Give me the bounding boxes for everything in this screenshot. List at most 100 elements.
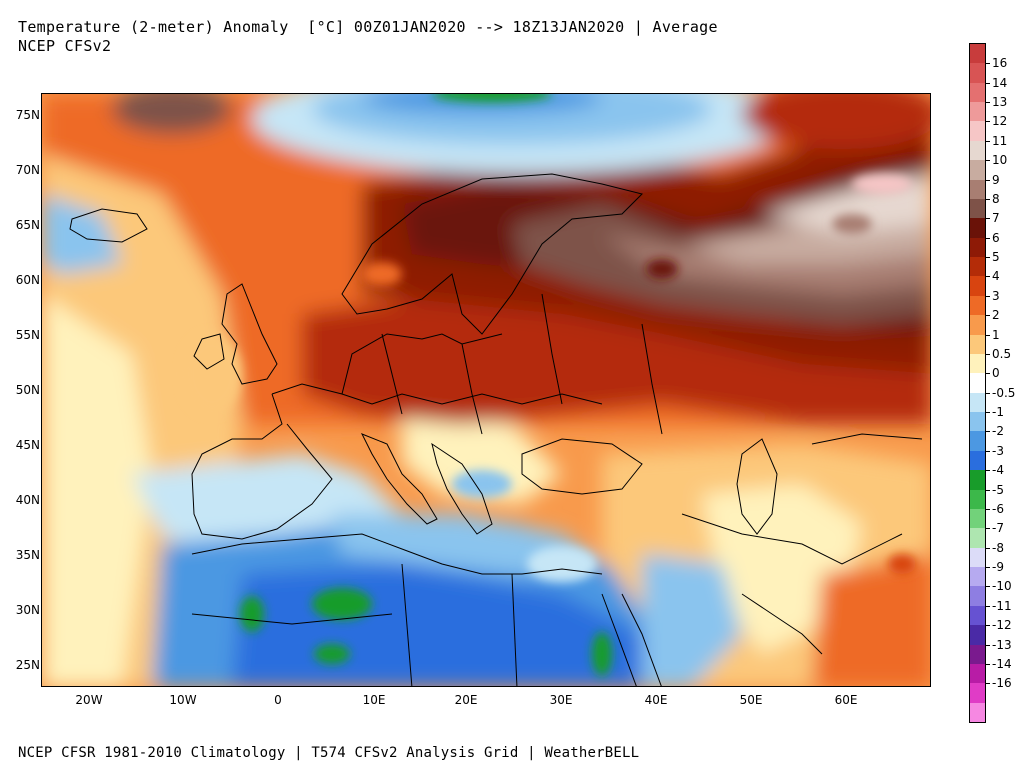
colorbar-tick	[986, 605, 990, 607]
colorbar-swatch	[970, 237, 985, 258]
lat-label-65n: 65N	[15, 218, 40, 232]
colorbar-tick	[986, 431, 990, 433]
colorbar-swatch	[970, 625, 985, 645]
colorbar-tick	[986, 644, 990, 646]
colorbar-tick	[986, 82, 990, 84]
colorbar-tick	[986, 683, 990, 685]
colorbar-label: -4	[992, 463, 1004, 478]
colorbar-swatch	[970, 586, 985, 607]
lat-label-25n: 25N	[15, 658, 40, 672]
lon-label-20e: 20E	[454, 693, 478, 707]
colorbar-swatch	[970, 373, 985, 394]
lat-label-30n: 30N	[15, 603, 40, 617]
colorbar-swatch	[970, 82, 985, 103]
colorbar-tick	[986, 625, 990, 627]
colorbar-swatch	[970, 663, 985, 684]
colorbar-tick	[986, 179, 990, 181]
colorbar-swatch	[970, 392, 985, 413]
colorbar-tick	[986, 276, 990, 278]
colorbar-swatch	[970, 528, 985, 549]
temperature-anomaly-map	[41, 93, 931, 687]
colorbar-label: -8	[992, 540, 1004, 555]
footer-credits: NCEP CFSR 1981-2010 Climatology | T574 C…	[18, 745, 640, 761]
colorbar-swatch	[970, 257, 985, 277]
lat-label-60n: 60N	[15, 273, 40, 287]
colorbar-label: -2	[992, 424, 1004, 439]
colorbar-tick	[986, 528, 990, 530]
colorbar-swatch	[970, 140, 985, 161]
colorbar-label: -16	[992, 676, 1012, 691]
lon-label-20w: 20W	[75, 693, 103, 707]
colorbar-label: -1	[992, 405, 1004, 420]
colorbar-tick	[986, 547, 990, 549]
colorbar-tick	[986, 102, 990, 104]
colorbar-swatch	[970, 605, 985, 626]
colorbar-label: 6	[992, 230, 1000, 245]
coastlines	[69, 173, 923, 686]
colorbar-label: 14	[992, 75, 1008, 90]
colorbar-label: -5	[992, 482, 1004, 497]
lon-label-10w: 10W	[169, 693, 197, 707]
colorbar-swatch	[970, 489, 985, 510]
colorbar-tick	[986, 160, 990, 162]
colorbar-label: -6	[992, 501, 1004, 516]
colorbar-label: -13	[992, 637, 1012, 652]
colorbar-swatch	[970, 567, 985, 587]
colorbar-tick	[986, 315, 990, 317]
lon-label-60e: 60E	[834, 693, 858, 707]
colorbar-label: 16	[992, 56, 1008, 71]
colorbar-tick	[986, 334, 990, 336]
colorbar-swatch	[970, 547, 985, 568]
colorbar-swatch	[970, 702, 985, 723]
colorbar-swatch	[970, 450, 985, 471]
colorbar-label: 11	[992, 133, 1008, 148]
colorbar-swatch	[970, 412, 985, 432]
lat-label-50n: 50N	[15, 383, 40, 397]
colorbar-label: 3	[992, 288, 1000, 303]
colorbar-label: -12	[992, 618, 1012, 633]
lon-label-50e: 50E	[739, 693, 763, 707]
colorbar-tick	[986, 257, 990, 259]
colorbar-tick	[986, 567, 990, 569]
lat-label-75n: 75N	[15, 108, 40, 122]
colorbar-label: -0.5	[992, 385, 1016, 400]
colorbar-swatch	[970, 160, 985, 181]
colorbar-tick	[986, 489, 990, 491]
colorbar	[969, 43, 986, 723]
colorbar-label: 12	[992, 114, 1008, 129]
colorbar-tick	[986, 218, 990, 220]
colorbar-label: 0	[992, 366, 1000, 381]
lat-label-70n: 70N	[15, 163, 40, 177]
colorbar-swatch	[970, 470, 985, 491]
colorbar-tick	[986, 392, 990, 394]
colorbar-label: -7	[992, 521, 1004, 536]
colorbar-label: -10	[992, 579, 1012, 594]
colorbar-label: 4	[992, 269, 1000, 284]
colorbar-tick	[986, 353, 990, 355]
colorbar-swatch	[970, 431, 985, 452]
colorbar-label: 8	[992, 191, 1000, 206]
colorbar-label: 10	[992, 153, 1008, 168]
colorbar-swatch	[970, 63, 985, 84]
colorbar-label: 1	[992, 327, 1000, 342]
colorbar-label: 7	[992, 211, 1000, 226]
colorbar-tick	[986, 373, 990, 375]
colorbar-label: 0.5	[992, 346, 1012, 361]
colorbar-tick	[986, 63, 990, 65]
chart-title: Temperature (2-meter) Anomaly [°C] 00Z01…	[18, 18, 718, 36]
colorbar-tick	[986, 470, 990, 472]
colorbar-swatch	[970, 508, 985, 529]
colorbar-swatch	[970, 198, 985, 219]
colorbar-label: -3	[992, 443, 1004, 458]
lon-label-0: 0	[274, 693, 282, 707]
lon-label-10e: 10E	[362, 693, 386, 707]
colorbar-swatch	[970, 179, 985, 200]
colorbar-swatch	[970, 218, 985, 239]
colorbar-tick	[986, 198, 990, 200]
lat-label-55n: 55N	[15, 328, 40, 342]
model-name: NCEP CFSv2	[18, 37, 112, 55]
colorbar-swatch	[970, 121, 985, 142]
colorbar-tick	[986, 450, 990, 452]
lon-label-40e: 40E	[644, 693, 668, 707]
colorbar-tick	[986, 508, 990, 510]
